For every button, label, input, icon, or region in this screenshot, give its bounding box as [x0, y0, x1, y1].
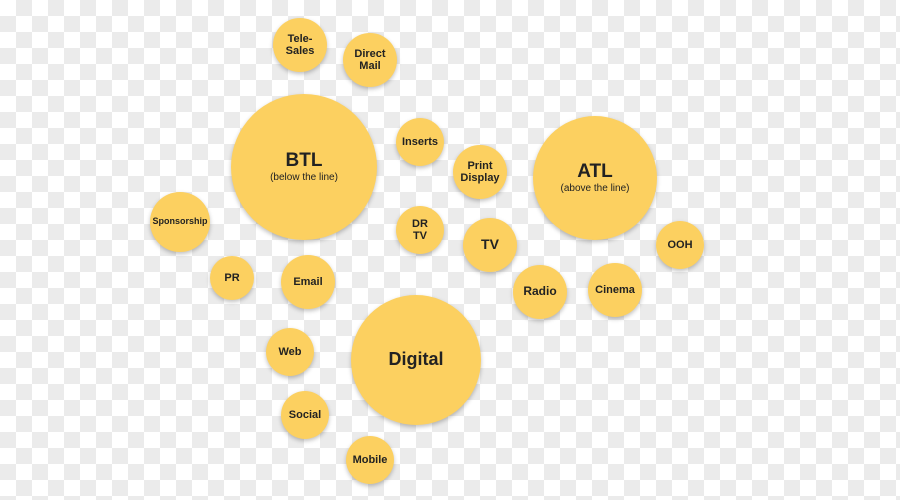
- bubble-pr-title: PR: [224, 272, 239, 284]
- bubble-telesales-title: Tele- Sales: [286, 33, 315, 57]
- bubble-mobile: Mobile: [346, 436, 394, 484]
- bubble-ooh-title: OOH: [667, 239, 692, 251]
- bubble-print-title: Print Display: [460, 160, 499, 184]
- bubble-radio: Radio: [513, 265, 567, 319]
- bubble-telesales: Tele- Sales: [273, 18, 327, 72]
- bubble-btl-title: BTL: [286, 151, 323, 172]
- bubble-digital-title: Digital: [388, 350, 443, 370]
- bubble-web-title: Web: [278, 346, 301, 358]
- bubble-atl: ATL(above the line): [533, 116, 657, 240]
- bubble-mobile-title: Mobile: [353, 454, 388, 466]
- bubble-btl-subtitle: (below the line): [270, 172, 338, 183]
- bubble-social-title: Social: [289, 409, 321, 421]
- bubble-directmail-title: Direct Mail: [354, 48, 385, 72]
- bubble-directmail: Direct Mail: [343, 33, 397, 87]
- transparency-background: [0, 0, 900, 500]
- diagram-canvas: BTL(below the line) ATL(above the line) Di…: [0, 0, 900, 500]
- bubble-atl-subtitle: (above the line): [561, 183, 630, 194]
- bubble-sponsorship-title: Sponsorship: [152, 217, 207, 227]
- bubble-tv-title: TV: [481, 237, 499, 252]
- bubble-atl-title: ATL: [577, 162, 613, 183]
- bubble-cinema: Cinema: [588, 263, 642, 317]
- bubble-web: Web: [266, 328, 314, 376]
- bubble-inserts-title: Inserts: [402, 136, 438, 148]
- bubble-drtv: DR TV: [396, 206, 444, 254]
- bubble-email: Email: [281, 255, 335, 309]
- bubble-inserts: Inserts: [396, 118, 444, 166]
- bubble-social: Social: [281, 391, 329, 439]
- bubble-tv: TV: [463, 218, 517, 272]
- bubble-pr: PR: [210, 256, 254, 300]
- bubble-print: Print Display: [453, 145, 507, 199]
- bubble-btl: BTL(below the line): [231, 94, 377, 240]
- bubble-email-title: Email: [293, 276, 322, 288]
- bubble-cinema-title: Cinema: [595, 284, 635, 296]
- bubble-sponsorship: Sponsorship: [150, 192, 210, 252]
- bubble-drtv-title: DR TV: [412, 218, 428, 242]
- bubble-ooh: OOH: [656, 221, 704, 269]
- bubble-radio-title: Radio: [523, 285, 556, 298]
- bubble-digital: Digital: [351, 295, 481, 425]
